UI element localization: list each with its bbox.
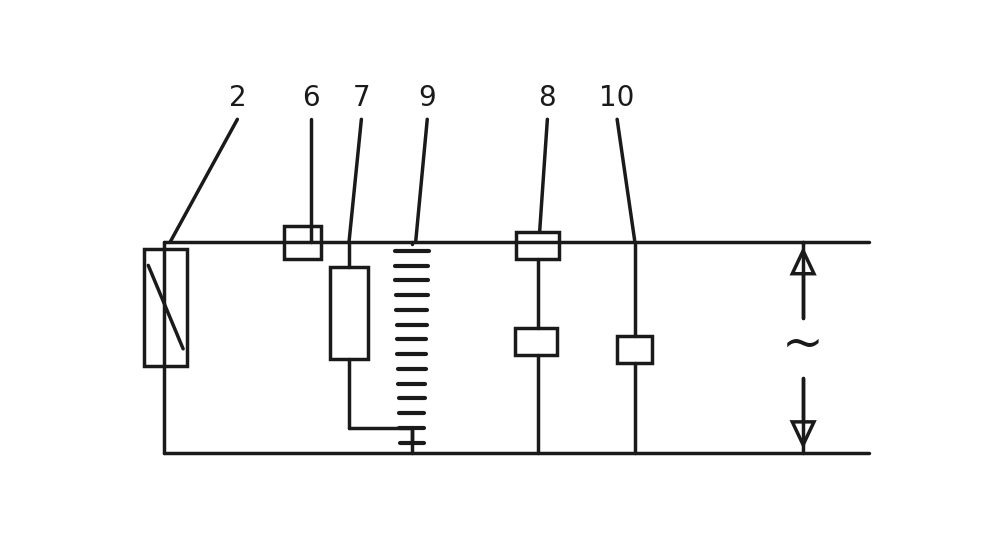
Text: 2: 2: [229, 85, 246, 112]
Text: 8: 8: [539, 85, 556, 112]
Bar: [515, 328, 557, 355]
Bar: [516, 232, 559, 259]
Text: 7: 7: [353, 85, 370, 112]
Text: 10: 10: [599, 85, 635, 112]
Text: 6: 6: [302, 85, 320, 112]
Text: 9: 9: [418, 85, 436, 112]
Text: ~: ~: [782, 320, 824, 370]
Bar: [617, 336, 652, 364]
Bar: [144, 249, 187, 365]
Bar: [330, 267, 368, 359]
Bar: [284, 225, 321, 259]
